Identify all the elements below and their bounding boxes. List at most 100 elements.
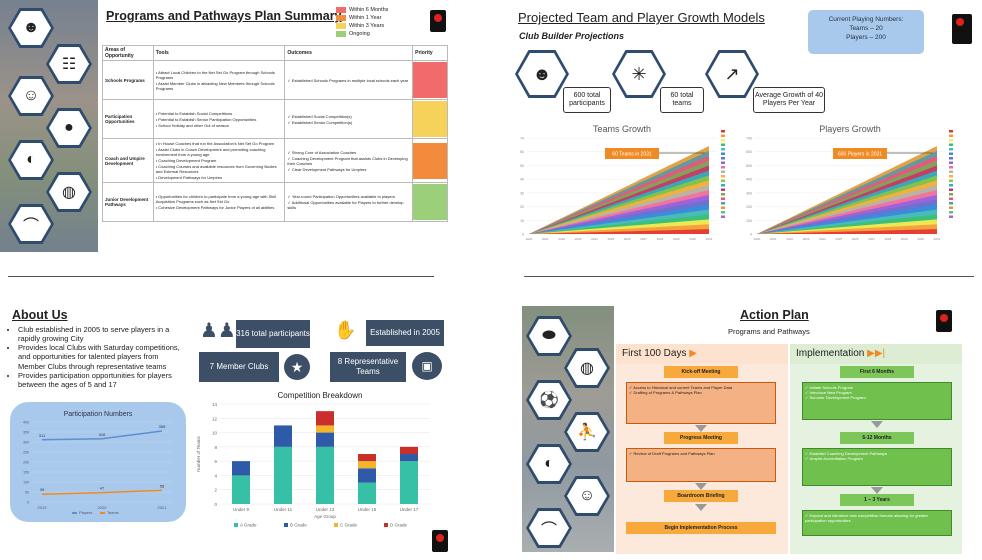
panel-growth-models: Projected Team and Player Growth Models … — [505, 0, 982, 260]
col-outcomes: Outcomes — [284, 45, 414, 61]
volleyball-icon: ◐ — [526, 444, 572, 484]
x-tick-label: 2020 — [754, 237, 761, 241]
y-tick-label: 10 — [520, 219, 524, 223]
flow-step-item: ✓ Drafting of Programs & Pathways Plan — [629, 390, 702, 396]
flow-step-item: ✓ Initiate Schools Program — [805, 385, 854, 390]
players-line — [41, 430, 163, 441]
about-bullet: Club established in 2005 to serve player… — [18, 325, 188, 343]
coach-icon: ☺ — [564, 476, 610, 516]
tools-cell: • Potential to Establish Social Competit… — [152, 99, 286, 139]
divider-right — [524, 276, 974, 277]
basketball-icon: ◍ — [46, 172, 92, 212]
y-tick-label: 400 — [746, 178, 752, 182]
y-axis-label: Number of Teams — [196, 436, 201, 472]
growth-chart-title: Teams Growth — [593, 124, 651, 134]
x-tick-label: 2020 — [98, 505, 108, 510]
legend-swatch — [949, 130, 953, 133]
legend-swatch — [949, 197, 953, 200]
col-tools: Tools — [152, 45, 286, 61]
outcomes-cell: ✓ Established Social Competition(s) ✓ Est… — [284, 99, 414, 139]
x-tick-label: 2025 — [607, 237, 614, 241]
x-tick-label: 2031 — [934, 237, 941, 241]
col-areas: Areas of Opportunity — [102, 45, 154, 61]
flow-arrow — [871, 421, 883, 428]
legend-swatch — [949, 188, 953, 191]
data-label: 311 — [39, 433, 46, 438]
priority-swatch — [413, 101, 447, 119]
legend-swatch — [721, 175, 725, 178]
y-tick-label: 50 — [520, 164, 524, 168]
legend-swatch — [284, 523, 288, 527]
area-cell: Coach and Umpire Development — [102, 138, 154, 183]
legend-swatch — [721, 197, 725, 200]
flow-step-item: ✓ Umpire Accreditation Program — [805, 456, 863, 462]
flow-step-item: ✓ Summer Development Program — [805, 395, 866, 401]
legend-swatch — [721, 157, 725, 160]
legend-swatch — [721, 215, 725, 218]
current-teams: Teams – 20 — [849, 24, 883, 32]
growth-icon: ↗ — [705, 50, 759, 98]
chart-title: Competition Breakdown — [278, 391, 363, 400]
outcome-item: ✓ Established Senior Competition(s) — [287, 119, 353, 125]
x-tick-label: 2021 — [770, 237, 777, 241]
y-tick-label: 200 — [23, 461, 29, 465]
x-tick-label: 2023 — [575, 237, 582, 241]
flow-step-item: ✓ Access to Historical and current Teams… — [629, 385, 733, 390]
stat-established: Established in 2005 — [366, 320, 444, 346]
rugby-ball-icon-glyph: ⬬ — [529, 319, 569, 353]
stat-teams: 60 total teams — [660, 87, 704, 113]
table-row: Coach and Umpire Development • In House C… — [102, 138, 448, 183]
bar-segment — [316, 432, 334, 447]
legend-item: Ongoing — [336, 30, 388, 38]
priority-swatch — [413, 184, 447, 202]
x-tick-label: 2027 — [868, 237, 875, 241]
tools-cell: • Opportunities for children to particip… — [152, 182, 286, 222]
x-tick-label: 2019 — [38, 505, 48, 510]
star-icon: ★ — [284, 354, 310, 380]
whistle-icon: ⌒ — [526, 508, 572, 548]
y-tick-label: 200 — [746, 205, 752, 209]
stat-rep-teams: 8 Representative Teams — [330, 352, 406, 382]
x-tick-label: Under 11 — [274, 507, 293, 512]
priority-swatch — [413, 62, 447, 98]
soccer-ball-icon: ⚽ — [526, 380, 572, 420]
legend-label: B Grade — [290, 523, 307, 528]
basketball-icon-glyph: ◍ — [49, 175, 89, 209]
participation-card: Participation Numbers 0 50 100 150 200 250 300 3… — [10, 402, 186, 522]
y-tick-label: 0 — [214, 502, 217, 507]
legend-swatch — [721, 184, 725, 187]
outcome-item: ✓ Year-round Participation Opportunities… — [287, 194, 395, 199]
legend-swatch — [721, 206, 725, 209]
legend-swatch — [949, 161, 953, 164]
x-tick-label: 2027 — [640, 237, 647, 241]
action-subtitle: Programs and Pathways — [728, 327, 810, 336]
panel-action-plan: ⬬ ◍ ⚽ ⛹ ◐ ☺ ⌒ Action Plan Programs and Pathway… — [520, 300, 982, 560]
legend-swatch — [100, 512, 105, 514]
legend-swatch — [949, 166, 953, 169]
first100-heading: First 100 Days — [622, 348, 687, 359]
x-tick-label: Under 17 — [400, 507, 419, 512]
legend-swatch — [949, 152, 953, 155]
x-tick-label: 2024 — [819, 237, 826, 241]
flow-arrow — [695, 483, 707, 490]
panel2-subtitle: Club Builder Projections — [519, 31, 625, 41]
table-row: Participation Opportunities • Potential t… — [102, 99, 448, 139]
tactics-board-icon-glyph: ☷ — [49, 47, 89, 81]
y-tick-label: 400 — [23, 421, 29, 425]
priority-swatch — [413, 166, 447, 179]
flow-step-item: ✓ Establish Coaching Development Pathway… — [805, 451, 887, 456]
y-tick-label: 50 — [25, 491, 29, 495]
priority-cell — [412, 99, 448, 139]
stadium-icon: ▣ — [412, 352, 442, 380]
teams-line — [41, 489, 163, 495]
x-tick-label: 2025 — [835, 237, 842, 241]
y-tick-label: 0 — [522, 233, 524, 237]
x-tick-label: 2021 — [158, 505, 168, 510]
panel-programs-summary: ☻ ☷ ☺ ● ◐ ◍ ⌒ Programs and Pathways Plan Summa… — [0, 0, 460, 258]
col-priority: Priority — [412, 45, 448, 61]
y-tick-label: 100 — [23, 481, 29, 485]
legend-swatch — [336, 23, 346, 29]
y-tick-label: 4 — [214, 473, 217, 478]
bar-segment — [316, 411, 334, 426]
